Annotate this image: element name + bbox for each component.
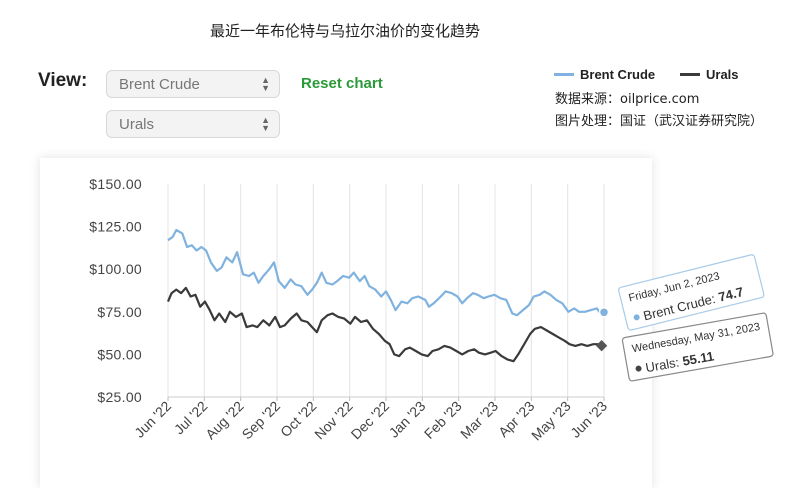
x-tick-label: Jun '23: [567, 398, 610, 441]
chart-panel: [40, 158, 652, 488]
series-line-brent: [167, 228, 605, 317]
brent-tooltip-box: [618, 254, 765, 331]
data-source-note: 数据来源：oilprice.com: [555, 92, 700, 107]
y-tick-label: $75.00: [97, 304, 142, 320]
legend-label-urals: Urals: [706, 67, 739, 82]
x-tick-label: May '23: [528, 398, 574, 444]
x-tick-label: Nov '22: [311, 398, 356, 443]
legend-label-brent: Brent Crude: [580, 67, 656, 82]
x-tick-label: Sep '22: [239, 398, 284, 443]
urals-tooltip-series: Urals:: [644, 354, 684, 375]
chart-title: 最近一年布伦特与乌拉尔油价的变化趋势: [209, 22, 480, 40]
urals-tooltip-text: Urals: 55.11: [644, 348, 715, 375]
legend-item-urals[interactable]: Urals: [680, 67, 739, 82]
y-tick-label: $25.00: [97, 389, 142, 405]
urals-tooltip-value: 55.11: [681, 348, 715, 368]
view-label: View:: [38, 70, 88, 91]
series-select-secondary[interactable]: Urals ▲ ▼: [106, 110, 280, 138]
x-tick-label: Mar '23: [457, 398, 501, 442]
series-select-primary-value: Brent Crude: [119, 76, 200, 93]
y-tick-label: $50.00: [97, 346, 142, 362]
y-tick-label: $100.00: [89, 261, 142, 277]
brent-tooltip-value: 74.7: [717, 284, 745, 305]
y-tick-label: $125.00: [89, 219, 142, 235]
legend-swatch-urals: [680, 73, 700, 76]
data-point-urals-last: [595, 340, 608, 352]
urals-tooltip-box: [621, 312, 774, 382]
x-tick-label: Dec '22: [348, 398, 393, 443]
data-point-brent-last: [598, 307, 610, 318]
chevron-updown-icon: ▲ ▼: [261, 75, 270, 93]
series-select-secondary-value: Urals: [119, 116, 155, 133]
series-line-urals: [166, 286, 603, 363]
x-tick-label: Jan '23: [386, 398, 429, 441]
chevron-updown-icon: ▲ ▼: [261, 115, 270, 133]
y-tick-label: $150.00: [89, 176, 142, 192]
legend-item-brent[interactable]: Brent Crude: [554, 67, 655, 82]
brent-tooltip-dot: [633, 314, 640, 321]
legend-swatch-brent: [554, 73, 574, 76]
series-select-primary[interactable]: Brent Crude ▲ ▼: [106, 70, 280, 98]
x-tick-label: Aug '22: [202, 398, 247, 443]
reset-chart-link[interactable]: Reset chart: [301, 75, 383, 92]
urals-tooltip-dot: [635, 365, 642, 372]
x-tick-label: Feb '23: [421, 398, 465, 442]
image-processing-note: 图片处理：国证（武汉证券研究院）: [555, 114, 764, 129]
